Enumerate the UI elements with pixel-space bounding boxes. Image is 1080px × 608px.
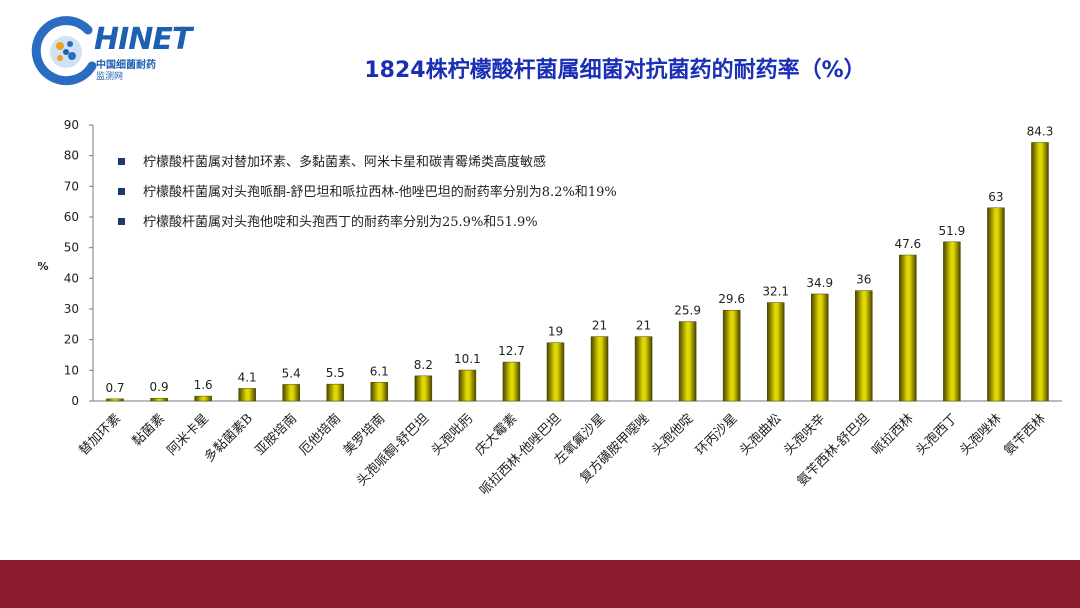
x-tick-label: 亚胺培南 (252, 411, 300, 459)
bar (370, 382, 389, 402)
bar (194, 395, 212, 402)
bar (238, 388, 256, 402)
data-label: 32.1 (762, 285, 789, 299)
note-bullet-icon (118, 218, 125, 225)
logo-text: HINET (94, 22, 192, 57)
data-label: 10.1 (454, 352, 481, 366)
bar (502, 361, 521, 402)
y-tick-label: 50 (64, 241, 79, 255)
data-label: 51.9 (939, 224, 966, 238)
data-label: 29.6 (718, 292, 745, 306)
data-label: 19 (548, 325, 563, 339)
data-label: 1.6 (194, 378, 213, 392)
bar-chart: 0102030405060708090%0.7替加环素0.9黏菌素1.6阿米卡星… (37, 118, 1062, 499)
bar (987, 207, 1005, 402)
bar (855, 290, 873, 402)
note-text: 柠檬酸杆菌属对头孢他啶和头孢西丁的耐药率分别为25.9%和51.9% (143, 214, 538, 230)
note-bullet-icon (118, 158, 125, 165)
bar (546, 342, 565, 402)
y-tick-label: 80 (64, 149, 79, 163)
chart-title: 1824株柠檬酸杆菌属细菌对抗菌药的耐药率（%） (364, 58, 866, 83)
x-tick-label: 哌拉西林-他唑巴坦 (476, 411, 564, 499)
bar (1031, 142, 1049, 402)
y-tick-label: 40 (64, 271, 79, 285)
data-label: 0.7 (105, 381, 124, 395)
note-text: 柠檬酸杆菌属对头孢哌酮-舒巴坦和哌拉西林-他唑巴坦的耐药率分别为8.2%和19% (143, 184, 617, 200)
bar (634, 336, 653, 402)
bar (722, 309, 741, 402)
x-tick-label: 氨苄西林 (1001, 411, 1048, 458)
footer-band (0, 560, 1080, 608)
logo-subtitle: 中国细菌耐药 (96, 60, 156, 71)
bar (943, 241, 961, 402)
data-label: 21 (592, 319, 607, 333)
bar (458, 369, 477, 402)
y-tick-label: 60 (64, 210, 79, 224)
y-axis-label: % (37, 260, 48, 273)
note-bullet-icon (118, 188, 125, 195)
data-label: 12.7 (498, 344, 525, 358)
logo-subtitle-2: 监测网 (96, 72, 124, 82)
note-text: 柠檬酸杆菌属对替加环素、多黏菌素、阿米卡星和碳青霉烯类高度敏感 (143, 154, 546, 170)
y-tick-label: 20 (64, 333, 79, 347)
bar (414, 375, 433, 402)
x-tick-label: 头孢他啶 (649, 411, 696, 458)
bar (106, 398, 124, 402)
data-label: 84.3 (1027, 124, 1054, 138)
y-tick-label: 10 (64, 363, 79, 377)
bar (766, 302, 785, 402)
x-tick-label: 头孢唑林 (957, 411, 1005, 459)
data-label: 8.2 (414, 358, 433, 372)
bar (678, 321, 697, 402)
y-tick-label: 0 (71, 394, 79, 408)
x-tick-label: 环丙沙星 (693, 411, 740, 458)
bar (590, 336, 609, 402)
y-tick-label: 30 (64, 302, 79, 316)
data-label: 34.9 (806, 276, 833, 290)
data-label: 6.1 (370, 364, 389, 378)
data-label: 47.6 (894, 237, 921, 251)
logo: HINET 中国细菌耐药 监测网 (30, 12, 192, 92)
data-label: 5.5 (326, 366, 345, 380)
bar (811, 293, 829, 402)
x-tick-label: 哌拉西林 (869, 411, 917, 459)
x-tick-label: 头孢西丁 (913, 411, 960, 458)
data-label: 5.4 (282, 366, 301, 380)
logo-globe-icon (31, 16, 97, 86)
data-label: 0.9 (150, 380, 169, 394)
bar (899, 254, 917, 402)
y-tick-label: 70 (64, 179, 79, 193)
x-tick-label: 替加环素 (76, 411, 123, 458)
x-tick-label: 多黏菌素B (201, 411, 256, 466)
data-label: 21 (636, 319, 651, 333)
data-label: 25.9 (674, 304, 701, 318)
data-label: 4.1 (238, 370, 257, 384)
bar (326, 383, 344, 402)
x-tick-label: 头孢吡肟 (429, 411, 476, 458)
bar (150, 397, 168, 402)
x-tick-label: 头孢曲松 (737, 411, 784, 458)
x-tick-label: 厄他培南 (296, 411, 344, 459)
y-tick-label: 90 (64, 118, 79, 132)
data-label: 63 (988, 190, 1003, 204)
x-tick-label: 黏菌素 (129, 411, 168, 450)
data-label: 36 (856, 273, 871, 287)
bar (282, 384, 300, 402)
